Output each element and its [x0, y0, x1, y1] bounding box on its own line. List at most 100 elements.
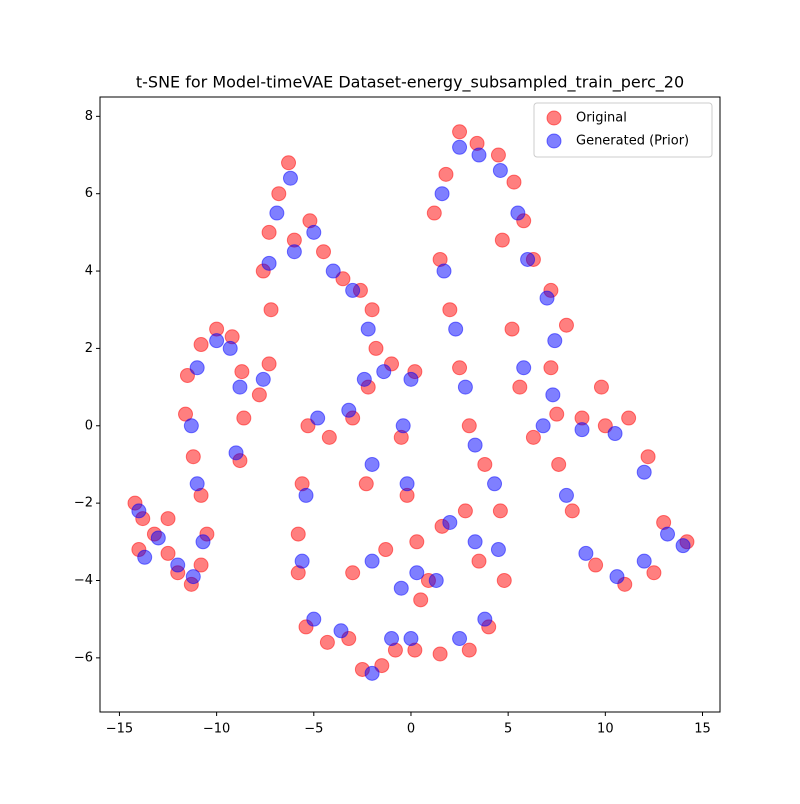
- point: [393, 580, 409, 596]
- point: [467, 534, 483, 550]
- point: [636, 553, 652, 569]
- point: [452, 631, 468, 647]
- y-tick-label: 8: [85, 109, 93, 124]
- point: [271, 186, 287, 202]
- y-tick-label: 2: [85, 341, 93, 356]
- point: [319, 634, 335, 650]
- point: [597, 418, 613, 434]
- point: [564, 503, 580, 519]
- y-tick-label: 4: [85, 264, 93, 279]
- point: [310, 410, 326, 426]
- point: [452, 139, 468, 155]
- point: [261, 356, 277, 372]
- point: [504, 321, 520, 337]
- point: [448, 321, 464, 337]
- point: [492, 162, 508, 178]
- plot-frame: [99, 96, 721, 713]
- point: [306, 611, 322, 627]
- point: [150, 530, 166, 546]
- point: [452, 124, 468, 140]
- point: [675, 538, 691, 554]
- point: [300, 418, 316, 434]
- x-tick-label: 5: [504, 722, 512, 737]
- point: [490, 147, 506, 163]
- point: [255, 371, 271, 387]
- point: [195, 534, 211, 550]
- point: [358, 476, 374, 492]
- point: [282, 170, 298, 186]
- point: [551, 456, 567, 472]
- x-tick-label: 10: [597, 722, 614, 737]
- point: [492, 503, 508, 519]
- point: [409, 534, 425, 550]
- point: [494, 232, 510, 248]
- point: [185, 569, 201, 585]
- point: [290, 526, 306, 542]
- point: [574, 422, 590, 438]
- point: [376, 364, 392, 380]
- point: [384, 631, 400, 647]
- x-tick-label: −5: [304, 722, 323, 737]
- point: [179, 367, 195, 383]
- point: [588, 557, 604, 573]
- point: [170, 557, 186, 573]
- point: [399, 476, 415, 492]
- point: [487, 476, 503, 492]
- point: [640, 449, 656, 465]
- point: [364, 456, 380, 472]
- point: [209, 333, 225, 349]
- point: [281, 155, 297, 171]
- point: [510, 205, 526, 221]
- point: [189, 360, 205, 376]
- point: [660, 526, 676, 542]
- point: [436, 263, 452, 279]
- point: [261, 224, 277, 240]
- point: [360, 321, 376, 337]
- point: [374, 658, 390, 674]
- x-tick-label: −10: [203, 722, 230, 737]
- y-tick-label: −6: [74, 650, 93, 665]
- legend-label: Generated (Prior): [576, 134, 689, 149]
- point: [306, 224, 322, 240]
- point: [160, 545, 176, 561]
- point: [477, 456, 493, 472]
- point: [471, 553, 487, 569]
- point: [520, 251, 536, 267]
- point: [228, 445, 244, 461]
- point: [189, 476, 205, 492]
- point: [442, 514, 458, 530]
- legend-label: Original: [576, 111, 627, 126]
- x-tick-label: 0: [407, 722, 415, 737]
- point: [409, 565, 425, 581]
- legend-box: [533, 102, 713, 158]
- point: [193, 337, 209, 353]
- point: [558, 317, 574, 333]
- point: [294, 553, 310, 569]
- y-tick-label: −4: [74, 573, 93, 588]
- point: [263, 302, 279, 318]
- point: [403, 371, 419, 387]
- point: [442, 302, 458, 318]
- point: [321, 429, 337, 445]
- point: [512, 379, 528, 395]
- point: [496, 572, 512, 588]
- point: [333, 623, 349, 639]
- point: [364, 553, 380, 569]
- point: [452, 360, 468, 376]
- point: [236, 410, 252, 426]
- point: [461, 418, 477, 434]
- point: [403, 631, 419, 647]
- point: [131, 503, 147, 519]
- point: [234, 364, 250, 380]
- point: [516, 360, 532, 376]
- point: [298, 487, 314, 503]
- point: [558, 487, 574, 503]
- point: [434, 186, 450, 202]
- x-tick-label: 15: [694, 722, 711, 737]
- point: [545, 387, 561, 403]
- point: [461, 642, 477, 658]
- point: [428, 572, 444, 588]
- y-tick-label: 0: [85, 418, 93, 433]
- point: [609, 569, 625, 585]
